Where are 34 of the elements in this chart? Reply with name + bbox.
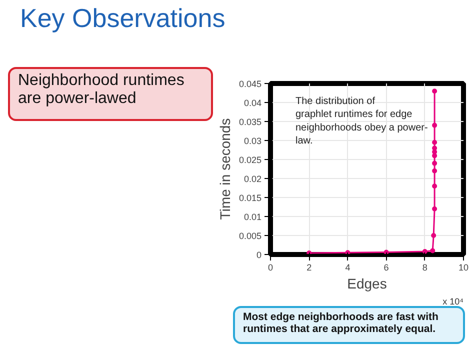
point <box>432 168 438 174</box>
y-tick-label: 0 <box>256 250 262 260</box>
point <box>431 233 436 238</box>
x-axis-title: Edges <box>347 276 387 292</box>
chart-title: Key Observations <box>20 2 226 35</box>
point <box>432 88 438 94</box>
y-tick-label: 0.03 <box>244 136 262 146</box>
text: Neighborhood runtimes are power-lawed <box>18 72 186 109</box>
y-tick-label: 0.015 <box>238 193 262 203</box>
point <box>422 248 428 254</box>
y-tick-label: 0.005 <box>238 231 262 241</box>
x-tick-label: 6 <box>384 262 389 272</box>
x-tick-label: 0 <box>268 262 274 272</box>
y-tick-label: 0.045 <box>238 79 262 89</box>
point <box>432 160 438 166</box>
point <box>430 248 436 254</box>
point <box>432 206 438 212</box>
point <box>432 122 438 128</box>
x-tick-label: 4 <box>345 262 350 272</box>
text: Most edge neighborhoods are fast with runtimes that are approximately equal. <box>243 311 440 336</box>
y-tick-label: 0.035 <box>238 117 262 127</box>
point <box>432 184 438 189</box>
x-tick-label: 8 <box>422 262 428 272</box>
y-tick-label: 0.025 <box>238 155 262 165</box>
y-axis-title: Time in seconds <box>216 118 233 220</box>
text: x 10⁴ <box>442 296 464 306</box>
y-tick-label: 0.02 <box>244 174 262 184</box>
annotation: The distribution of graphlet runtimes for edge neighborhoods obey a power-law. <box>296 96 428 146</box>
x-tick-label: 2 <box>306 262 312 272</box>
point <box>432 140 438 145</box>
x-tick-label: 10 <box>458 262 469 272</box>
y-tick-label: 0.04 <box>244 98 262 108</box>
y-tick-label: 0.01 <box>244 212 262 222</box>
point <box>432 153 438 158</box>
